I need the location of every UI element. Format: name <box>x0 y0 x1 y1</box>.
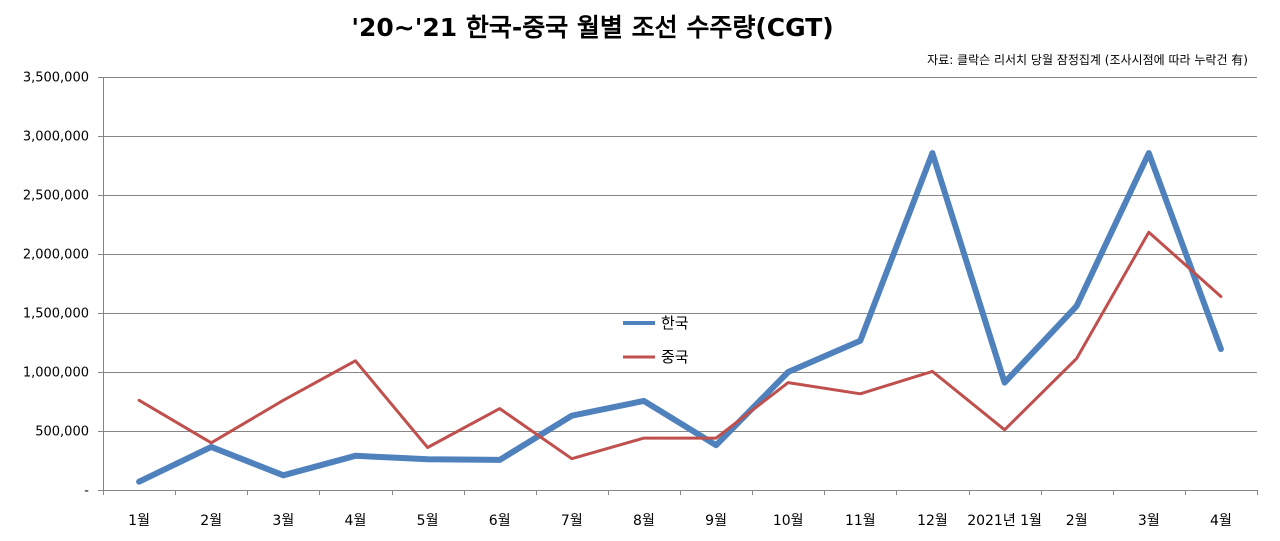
grid-lines <box>103 77 1257 432</box>
legend-label: 한국 <box>661 314 689 332</box>
x-tick-label: 1월 <box>128 513 150 529</box>
x-tick-label: 6월 <box>489 513 511 529</box>
y-tick-label: 1,500,000 <box>23 307 89 322</box>
x-tick-label: 2021년 1월 <box>967 513 1042 529</box>
legend-label: 중국 <box>661 348 689 366</box>
x-tick-label: 2월 <box>1066 513 1088 529</box>
x-tick-label: 12월 <box>917 513 948 529</box>
x-tick-label: 9월 <box>705 513 727 529</box>
x-axis-ticks: 1월 2월 3월 4월 5월 6월 7월 8월 9월 10월 11월 12월 2021년 1월 2월 3월 4… <box>103 490 1258 529</box>
y-tick-label: 2,500,000 <box>23 189 89 204</box>
series-group <box>136 150 1224 485</box>
series-line-2 <box>137 230 1223 461</box>
y-tick-label: 2,000,000 <box>23 248 89 263</box>
x-tick-label: 2월 <box>200 513 222 529</box>
y-tick-label: - <box>84 484 89 499</box>
x-tick-label: 11월 <box>845 513 876 529</box>
x-tick-label: 5월 <box>417 513 439 529</box>
x-tick-label: 8월 <box>633 513 655 529</box>
x-tick-label: 3월 <box>1138 513 1160 529</box>
y-axis-ticks: - 500,000 1,000,000 1,500,000 2,000,000 2,500… <box>23 71 103 499</box>
y-tick-label: 3,500,000 <box>23 71 89 86</box>
x-tick-label: 4월 <box>345 513 367 529</box>
x-tick-label: 10월 <box>773 513 804 529</box>
source-note: 자료: 클락슨 리서치 당월 잠정집계 (조사시점에 따라 누락건 有) <box>927 53 1248 67</box>
chart-title: '20~'21 한국-중국 월별 조선 수주량(CGT) <box>351 13 834 42</box>
series-line-1 <box>136 150 1224 485</box>
x-tick-label: 3월 <box>272 513 294 529</box>
y-tick-label: 500,000 <box>35 425 89 440</box>
y-tick-label: 1,000,000 <box>23 366 89 381</box>
x-tick-label: 4월 <box>1210 513 1232 529</box>
x-tick-label: 7월 <box>561 513 583 529</box>
y-tick-label: 3,000,000 <box>23 130 89 145</box>
